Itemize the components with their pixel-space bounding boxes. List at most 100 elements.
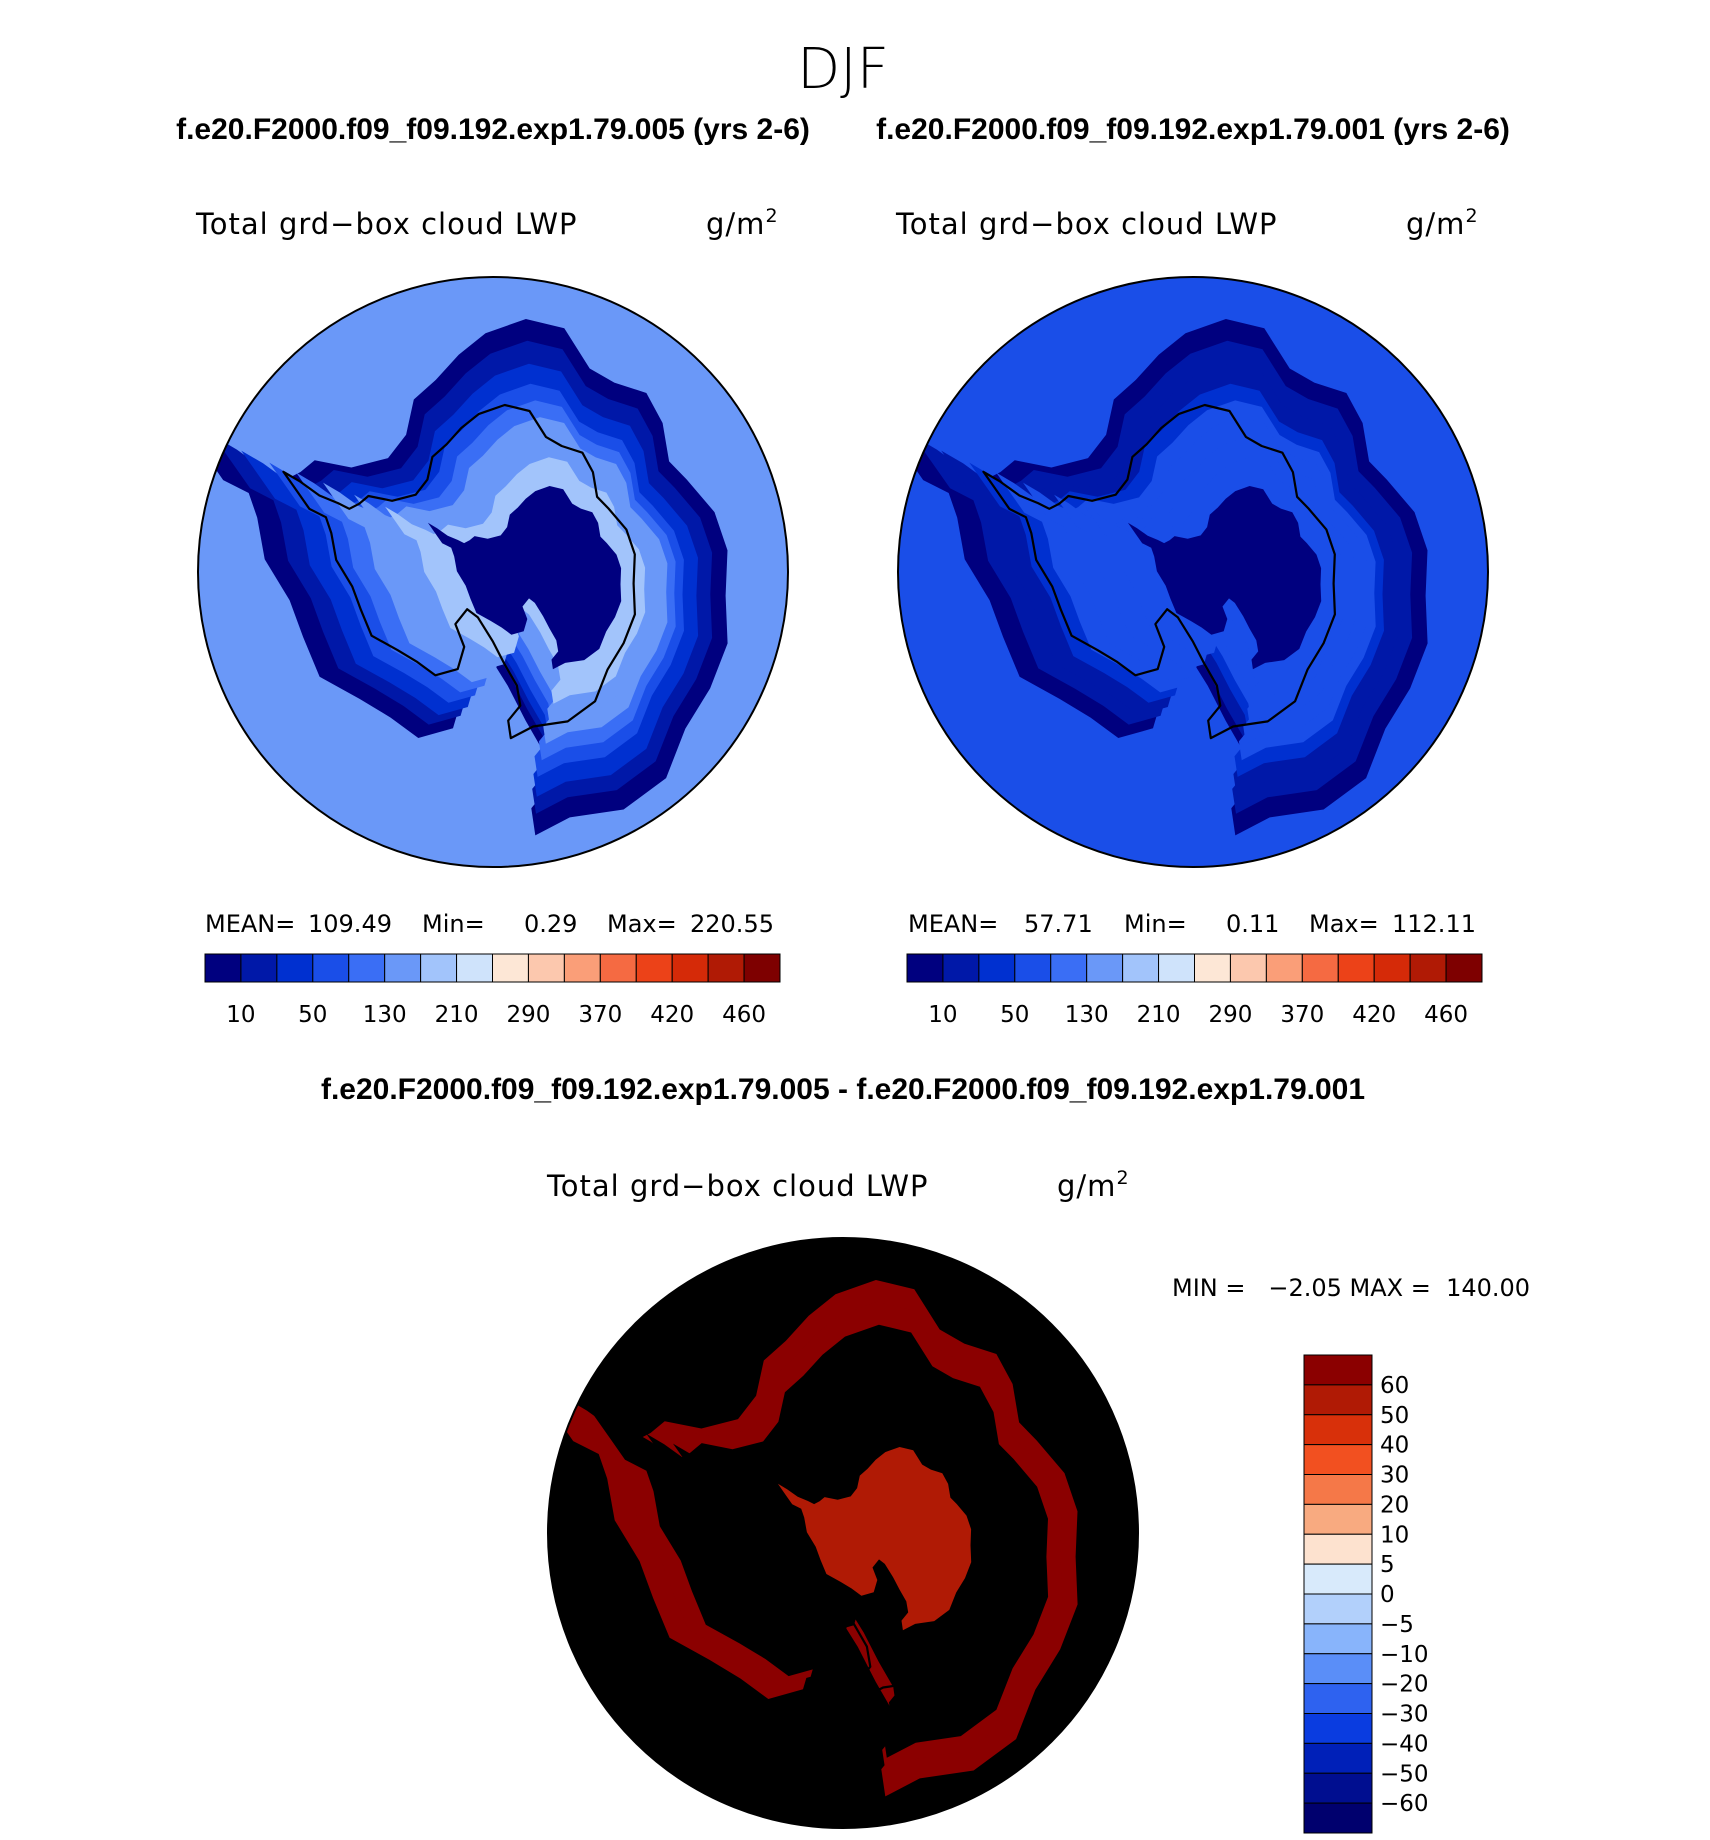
colorbar-tick-label: 5 bbox=[1380, 1552, 1395, 1578]
colorbar-cell bbox=[1303, 1444, 1373, 1475]
colorbar-tick-label: 0 bbox=[1380, 1582, 1395, 1608]
polar-map bbox=[548, 1238, 1138, 1828]
colorbar-cell bbox=[1303, 1384, 1373, 1416]
colorbar-tick-label: 370 bbox=[578, 1002, 622, 1028]
colorbar-tick-label: −20 bbox=[1380, 1672, 1429, 1698]
colorbar-cell bbox=[743, 953, 781, 983]
colorbar-tick-label: 420 bbox=[1352, 1002, 1396, 1028]
colorbar-cell bbox=[906, 953, 944, 983]
colorbar-tick-label: 50 bbox=[1000, 1002, 1029, 1028]
colorbar-tick-label: −5 bbox=[1380, 1612, 1414, 1638]
colorbar-cell bbox=[1303, 1414, 1373, 1446]
colorbar-tick-label: −50 bbox=[1380, 1761, 1429, 1787]
colorbar-cell bbox=[1050, 953, 1088, 983]
colorbar-cell bbox=[1337, 953, 1375, 983]
units-exponent: 2 bbox=[1465, 205, 1478, 227]
colorbar-tick-label: −10 bbox=[1380, 1642, 1429, 1668]
colorbar-cell bbox=[1303, 1623, 1373, 1655]
colorbar-cell bbox=[1303, 1772, 1373, 1804]
colorbar-cell bbox=[312, 953, 350, 983]
panel-case-001: Total grd−box cloud LWP g/m2 MEAN= 57.71… bbox=[895, 205, 1489, 1028]
panel-difference: Total grd−box cloud LWP g/m2 MIN = −2.05… bbox=[546, 1167, 1530, 1834]
polar-map bbox=[898, 277, 1488, 867]
colorbar-cell bbox=[671, 953, 709, 983]
colorbar-cell bbox=[1158, 953, 1195, 983]
colorbar-cell bbox=[563, 953, 601, 983]
colorbar: 10 50 130 210 290 370 420 460 bbox=[906, 953, 1483, 1028]
panel-case-005: Total grd−box cloud LWP g/m2 MEAN= 109.4… bbox=[195, 205, 789, 1028]
colorbar-cell bbox=[1409, 953, 1447, 983]
coastline bbox=[982, 403, 1336, 740]
colorbar-cell bbox=[1303, 1653, 1373, 1685]
diff-title: f.e20.F2000.f09_f09.192.exp1.79.005 - f.… bbox=[321, 1073, 1365, 1106]
map-border bbox=[547, 1237, 1139, 1829]
colorbar-cell bbox=[1373, 953, 1411, 983]
colorbar-cell bbox=[1229, 953, 1267, 983]
colorbar-cell bbox=[204, 953, 242, 983]
pole-band bbox=[777, 1447, 972, 1631]
max-label: Max= bbox=[1309, 910, 1379, 938]
colorbar-tick-label: 210 bbox=[435, 1002, 479, 1028]
min-label: Min= bbox=[1124, 910, 1187, 938]
colorbar-cell bbox=[599, 953, 637, 983]
map-border bbox=[197, 276, 789, 868]
colorbar-cell bbox=[1303, 1683, 1373, 1714]
colorbar-tick-label: 30 bbox=[1380, 1463, 1409, 1489]
colorbar-cell bbox=[1265, 953, 1303, 983]
colorbar-cell bbox=[1303, 1563, 1373, 1595]
colorbar-cell bbox=[240, 953, 278, 983]
mean-value: 109.49 bbox=[308, 910, 392, 938]
colorbar-cell bbox=[1014, 953, 1052, 983]
colorbar-tick-label: −30 bbox=[1380, 1702, 1429, 1728]
minmax-label: MIN = −2.05 MAX = 140.00 bbox=[1172, 1274, 1530, 1302]
colorbar-cell bbox=[1303, 1533, 1373, 1565]
case-title-right: f.e20.F2000.f09_f09.192.exp1.79.001 (yrs… bbox=[876, 113, 1510, 146]
variable-label: Total grd−box cloud LWP bbox=[895, 207, 1278, 241]
polar-map bbox=[198, 277, 788, 867]
colorbar-tick-label: 40 bbox=[1380, 1433, 1409, 1459]
colorbar-cell bbox=[456, 953, 493, 983]
max-label: Max= bbox=[607, 910, 677, 938]
colorbar-cell bbox=[1445, 953, 1483, 983]
units-label: g/m2 bbox=[1406, 205, 1479, 241]
colorbar-cell bbox=[707, 953, 745, 983]
colorbar-cell bbox=[1303, 1503, 1373, 1535]
min-label: Min= bbox=[422, 910, 485, 938]
colorbar-tick-label: 210 bbox=[1137, 1002, 1181, 1028]
colorbar-cell bbox=[1194, 953, 1231, 983]
mean-label: MEAN= bbox=[205, 910, 295, 938]
colorbar-tick-label: 50 bbox=[298, 1002, 327, 1028]
variable-label: Total grd−box cloud LWP bbox=[195, 207, 578, 241]
colorbar-tick-label: 290 bbox=[506, 1002, 550, 1028]
units-base: g/m bbox=[706, 207, 765, 241]
colorbar-tick-label: 10 bbox=[1380, 1522, 1409, 1548]
colorbar-tick-label: 460 bbox=[1424, 1002, 1468, 1028]
colorbar-cell bbox=[1303, 1354, 1373, 1386]
units-label: g/m2 bbox=[706, 205, 779, 241]
colorbar-cell bbox=[420, 953, 458, 983]
colorbar-cell bbox=[1303, 1742, 1373, 1774]
colorbar: 10 50 130 210 290 370 420 460 bbox=[204, 953, 781, 1028]
figure-title: DJF bbox=[797, 37, 889, 102]
pole-band bbox=[427, 486, 622, 670]
mean-label: MEAN= bbox=[908, 910, 998, 938]
colorbar-cell bbox=[276, 953, 314, 983]
colorbar-tick-label: −40 bbox=[1380, 1731, 1429, 1757]
colorbar-tick-label: 370 bbox=[1280, 1002, 1324, 1028]
colorbar-cell bbox=[1086, 953, 1124, 983]
coastline bbox=[282, 403, 636, 740]
colorbar-cell bbox=[635, 953, 673, 983]
case-title-left: f.e20.F2000.f09_f09.192.exp1.79.005 (yrs… bbox=[176, 113, 810, 146]
units-exponent: 2 bbox=[765, 205, 778, 227]
colorbar-cell bbox=[1303, 1593, 1373, 1625]
colorbar-tick-label: 130 bbox=[363, 1002, 407, 1028]
colorbar-tick-label: 290 bbox=[1208, 1002, 1252, 1028]
colorbar-cell bbox=[384, 953, 422, 983]
min-value: 0.29 bbox=[524, 910, 577, 938]
coastline bbox=[632, 1364, 986, 1701]
colorbar-tick-label: 420 bbox=[650, 1002, 694, 1028]
colorbar-cell bbox=[1303, 1474, 1373, 1505]
colorbar-tick-label: 50 bbox=[1380, 1403, 1409, 1429]
colorbar-tick-label: 20 bbox=[1380, 1492, 1409, 1518]
